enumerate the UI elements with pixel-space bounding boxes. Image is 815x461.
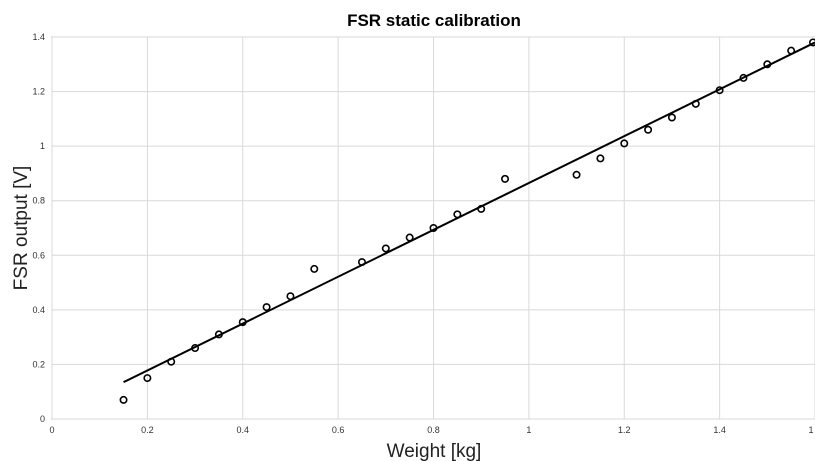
data-point — [739, 73, 748, 82]
x-tick-label: 0 — [49, 425, 54, 435]
data-point — [143, 374, 152, 383]
y-tick-label: 0.6 — [32, 250, 45, 260]
y-tick-label: 1.2 — [32, 87, 45, 97]
data-point — [286, 292, 295, 301]
data-point — [763, 60, 772, 69]
data-point — [167, 357, 176, 366]
x-tick-label: 0.8 — [427, 425, 440, 435]
y-tick-label: 1.4 — [32, 32, 45, 42]
data-markers — [119, 38, 815, 404]
data-point — [596, 154, 605, 163]
data-point — [357, 258, 366, 267]
x-tick-label: 0.2 — [141, 425, 154, 435]
x-tick-label: 0.4 — [236, 425, 249, 435]
data-point — [453, 210, 462, 219]
data-point — [191, 344, 200, 353]
data-point — [405, 233, 414, 242]
y-tick-label: 0.8 — [32, 196, 45, 206]
data-point — [429, 224, 438, 233]
data-point — [691, 99, 700, 108]
data-point — [238, 318, 247, 327]
y-axis-label: FSR output [V] — [11, 166, 32, 291]
data-point — [501, 174, 510, 183]
x-tick-label: 1.2 — [618, 425, 631, 435]
x-tick-label: 1.4 — [713, 425, 726, 435]
data-point — [214, 330, 223, 339]
x-tick-label: 1 — [808, 425, 813, 435]
x-tick-label: 1 — [526, 425, 531, 435]
data-point — [119, 395, 128, 404]
y-tick-label: 1 — [40, 141, 45, 151]
data-point — [572, 170, 581, 179]
y-tick-label: 0.4 — [32, 305, 45, 315]
data-point — [620, 139, 629, 148]
grid-lines — [51, 36, 815, 420]
x-axis-label: Weight [kg] — [387, 441, 482, 461]
y-tick-label: 0 — [40, 414, 45, 424]
y-tick-label: 0.2 — [32, 359, 45, 369]
fit-line — [123, 41, 815, 384]
data-point — [667, 113, 676, 122]
chart-title: FSR static calibration — [347, 11, 521, 30]
data-point — [809, 38, 815, 47]
data-point — [715, 86, 724, 95]
data-point — [310, 264, 319, 273]
data-point — [787, 46, 796, 55]
tick-labels: 0 0.2 0.4 0.6 0.8 1 1.2 1.4 1 0 0.2 0.4 0.6 0.8 1 1.2 1.… — [32, 32, 813, 435]
x-tick-label: 0.6 — [332, 425, 345, 435]
data-point — [644, 125, 653, 134]
data-point — [477, 204, 486, 213]
data-point — [381, 244, 390, 253]
data-point — [262, 303, 271, 312]
